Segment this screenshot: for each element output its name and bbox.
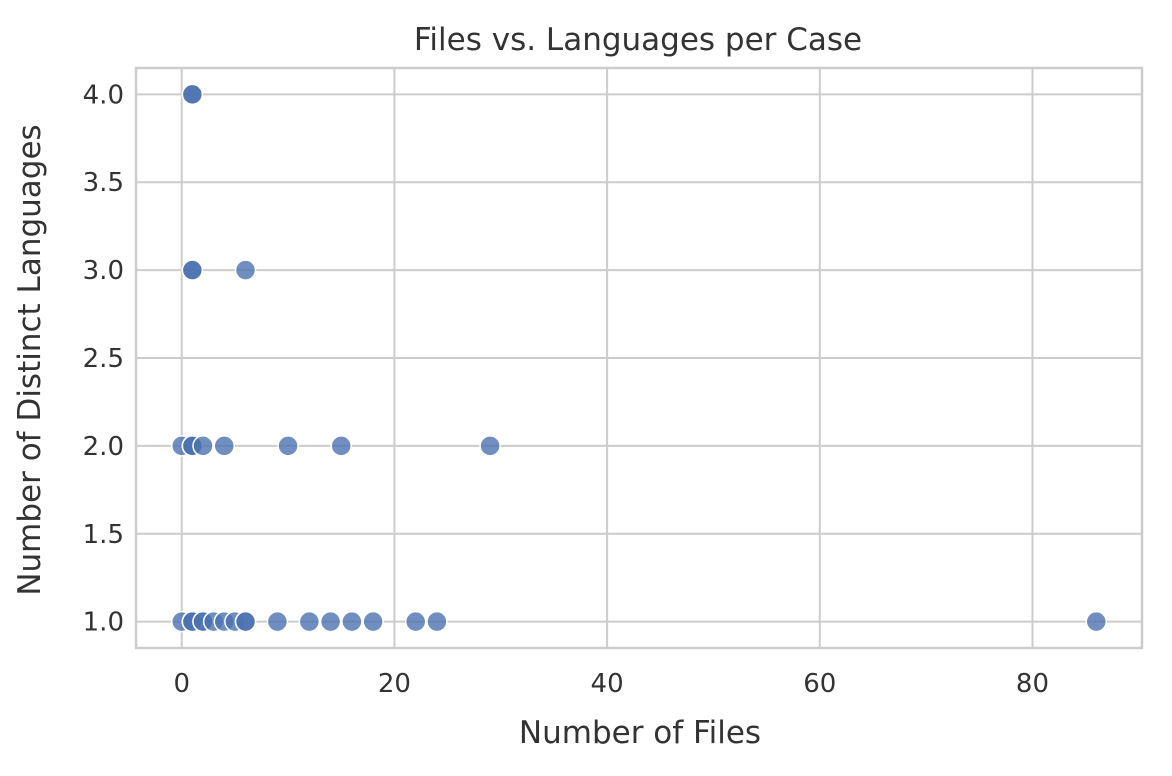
y-tick-label: 2.5 xyxy=(83,344,124,374)
x-tick-label: 20 xyxy=(378,669,411,699)
y-tick-label: 4.0 xyxy=(83,80,124,110)
x-tick-label: 60 xyxy=(803,669,836,699)
grid-lines xyxy=(136,68,1142,648)
y-tick-labels: 1.0 1.5 2.0 2.5 3.0 3.5 4.0 xyxy=(83,80,124,637)
chart-title: Files vs. Languages per Case xyxy=(414,22,862,58)
scatter-point xyxy=(319,610,342,633)
y-axis-label: Number of Distinct Languages xyxy=(12,124,48,595)
x-tick-label: 80 xyxy=(1016,669,1049,699)
scatter-point xyxy=(266,610,289,633)
y-tick-label: 2.0 xyxy=(83,432,124,462)
scatter-point xyxy=(1085,610,1108,633)
y-tick-label: 1.5 xyxy=(83,520,124,550)
y-tick-label: 1.0 xyxy=(83,608,124,638)
x-tick-labels: 0 20 40 60 80 xyxy=(173,669,1049,699)
scatter-point xyxy=(234,610,257,633)
y-tick-label: 3.0 xyxy=(83,256,124,286)
x-tick-label: 40 xyxy=(591,669,624,699)
scatter-point xyxy=(181,259,204,281)
x-axis-label: Number of Files xyxy=(519,715,761,751)
scatter-point xyxy=(404,610,427,633)
scatter-point xyxy=(479,435,501,457)
scatter-point xyxy=(426,610,448,633)
scatter-point xyxy=(192,435,214,457)
scatter-point xyxy=(234,259,257,281)
scatter-point xyxy=(330,435,352,457)
y-tick-label: 3.5 xyxy=(83,168,124,198)
scatter-point xyxy=(341,610,363,633)
scatter-point xyxy=(362,610,384,633)
scatter-point xyxy=(298,610,321,633)
data-points xyxy=(170,83,1108,633)
scatter-point xyxy=(213,435,236,457)
plot-area-frame xyxy=(134,66,1144,650)
scatter-point xyxy=(181,83,204,106)
x-tick-label: 0 xyxy=(173,669,190,699)
scatter-point xyxy=(277,435,299,457)
